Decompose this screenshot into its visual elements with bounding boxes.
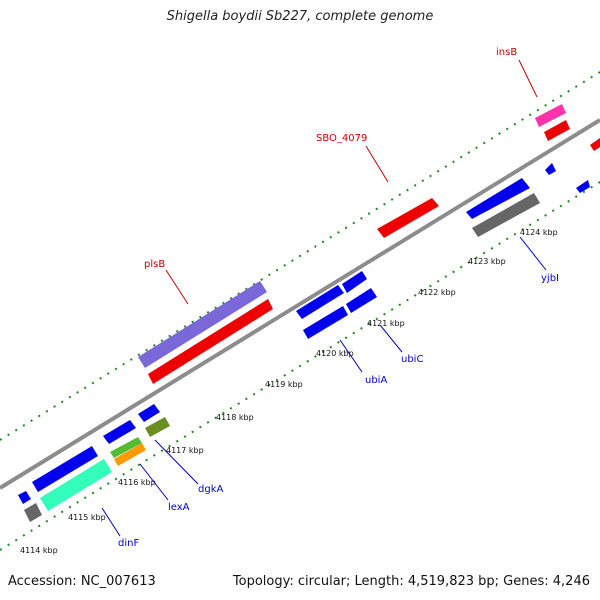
gene-label-dgkA[interactable]: dgkA xyxy=(198,484,223,495)
gene-label-SBO_4079[interactable]: SBO_4079 xyxy=(316,133,367,144)
kbp-label-4116: 4116 kbp xyxy=(118,478,156,487)
genome-backbone xyxy=(0,118,600,490)
feature-ubiC[interactable] xyxy=(296,271,377,339)
reverse-tick-row xyxy=(0,181,600,551)
kbp-label-4123: 4123 kbp xyxy=(468,257,506,266)
feature-SBO_4079[interactable] xyxy=(377,198,439,238)
genome-title: Shigella boydii Sb227, complete genome xyxy=(166,9,434,24)
feature-dgkA-lexA[interactable] xyxy=(103,404,170,466)
feature-right-edge-red[interactable] xyxy=(590,138,600,151)
genome-summary-text: Topology: circular; Length: 4,519,823 bp… xyxy=(232,574,590,589)
forward-tick-row xyxy=(0,71,600,441)
kbp-label-4114: 4114 kbp xyxy=(20,546,58,555)
feature-yjbI[interactable] xyxy=(466,163,590,237)
gene-label-yjbI[interactable]: yjbI xyxy=(541,273,559,284)
feature-dinF[interactable] xyxy=(18,446,112,522)
kbp-label-4124: 4124 kbp xyxy=(520,228,558,237)
gene-label-ubiA[interactable]: ubiA xyxy=(365,375,387,386)
feature-insB[interactable] xyxy=(535,104,570,141)
accession-text: Accession: NC_007613 xyxy=(8,574,156,589)
kbp-label-4120: 4120 kbp xyxy=(316,349,354,358)
kbp-label-4117: 4117 kbp xyxy=(166,446,204,455)
kbp-label-4118: 4118 kbp xyxy=(216,413,254,422)
gene-label-insB[interactable]: insB xyxy=(496,47,517,58)
gene-label-plsB[interactable]: plsB xyxy=(144,259,165,270)
gene-label-lexA[interactable]: lexA xyxy=(168,502,190,513)
kbp-label-4121: 4121 kbp xyxy=(367,319,405,328)
kbp-label-4122: 4122 kbp xyxy=(418,288,456,297)
feature-plsB[interactable] xyxy=(138,281,273,384)
gene-label-ubiC[interactable]: ubiC xyxy=(401,354,423,365)
kbp-label-4119: 4119 kbp xyxy=(265,380,303,389)
gene-label-dinF[interactable]: dinF xyxy=(118,538,139,549)
kbp-label-4115: 4115 kbp xyxy=(68,513,106,522)
